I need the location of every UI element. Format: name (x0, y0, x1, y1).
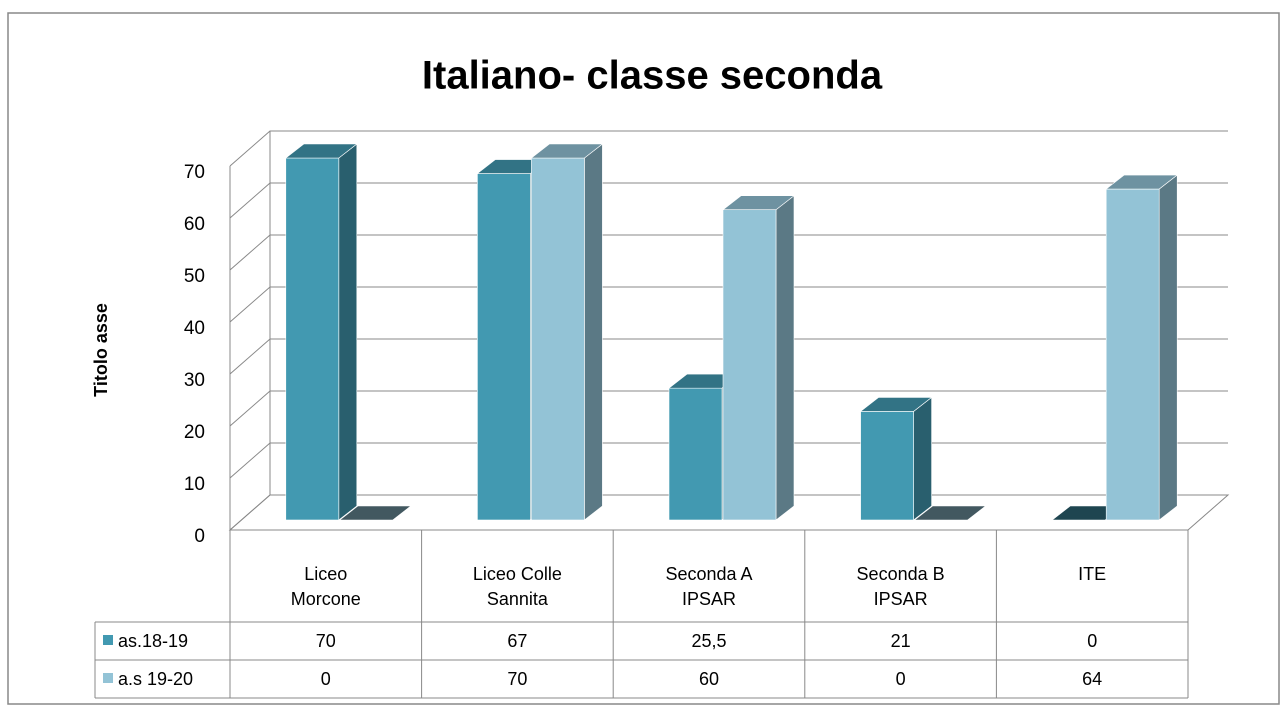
bar (284, 143, 358, 521)
bar-front (531, 157, 585, 521)
bar-front (722, 209, 777, 521)
table-value: 70 (316, 631, 336, 651)
category-label: ITE (1078, 564, 1107, 584)
category-label: Seconda A IPSAR (665, 564, 753, 609)
table-value: 67 (507, 631, 527, 651)
bar-top (1105, 174, 1179, 190)
legend-swatch (103, 635, 113, 645)
bar-top (913, 505, 987, 521)
table-value: 64 (1082, 669, 1102, 689)
bar-front (477, 173, 531, 521)
bar-top (284, 143, 358, 159)
bar-side (584, 143, 603, 521)
y-tick-label: 20 (184, 422, 205, 443)
y-axis-title: Titolo asse (91, 303, 111, 397)
table-value: 0 (896, 669, 906, 689)
grid-line (229, 234, 1228, 271)
y-tick-label: 10 (184, 474, 205, 495)
bar-top (722, 195, 795, 211)
bar-side (913, 396, 932, 521)
table-value: 60 (699, 669, 719, 689)
table-value: 0 (321, 669, 331, 689)
bar-front (860, 411, 914, 521)
chart-frame (7, 12, 1280, 705)
bar-top (859, 397, 933, 412)
bar (859, 396, 933, 521)
category-label: Liceo Colle Sannita (472, 564, 562, 609)
bar (338, 505, 412, 521)
grid-line (229, 338, 1228, 375)
bar-front (668, 387, 723, 521)
bar-front (285, 157, 340, 521)
y-tick-label: 50 (184, 266, 205, 287)
bar-top (338, 505, 412, 521)
bar (722, 195, 795, 521)
bar-side (1158, 174, 1178, 521)
y-tick-label: 60 (184, 214, 205, 235)
y-tick-label: 0 (194, 526, 205, 547)
grid-line (229, 130, 1228, 167)
table-value: 21 (891, 631, 911, 651)
bar (1105, 174, 1179, 521)
bar-front (1105, 188, 1160, 521)
bar (530, 143, 604, 521)
table-value: 25,5 (691, 631, 726, 651)
grid-line (229, 390, 1228, 427)
table-value: 0 (1087, 631, 1097, 651)
category-label: Seconda B IPSAR (856, 564, 945, 609)
grid-line (229, 286, 1228, 323)
bar-side (338, 143, 358, 521)
legend-label: as.18-19 (118, 631, 188, 651)
grid-line (229, 182, 1228, 219)
y-tick-label: 40 (184, 318, 205, 339)
bar (913, 505, 987, 521)
y-tick-label: 70 (184, 162, 205, 183)
chart-title: Italiano- classe seconda (422, 54, 883, 98)
legend-swatch (103, 673, 113, 683)
bar-side (775, 195, 795, 521)
legend-label: a.s 19-20 (118, 669, 193, 689)
category-label: Liceo Morcone (290, 564, 361, 609)
y-tick-label: 30 (184, 370, 205, 391)
table-value: 70 (507, 669, 527, 689)
bar-top (530, 143, 604, 159)
